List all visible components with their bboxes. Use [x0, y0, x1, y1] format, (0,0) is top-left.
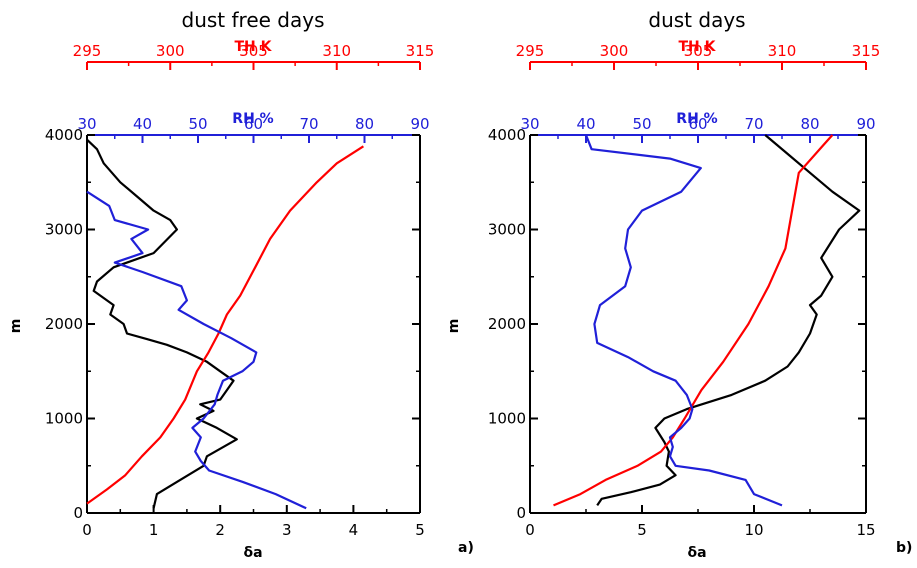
tick-label-bottom-0: 0 [525, 521, 535, 539]
y-axis-label: m [446, 319, 462, 334]
tick-label-y-4000: 4000 [45, 126, 83, 144]
top-rh-axis-label: RH % [232, 111, 273, 127]
y-axis-label: m [8, 319, 24, 334]
tick-label-top-rh-30: 30 [520, 115, 539, 133]
tick-label-bottom-10: 10 [744, 521, 763, 539]
tick-label-top-th-310: 310 [768, 42, 797, 60]
tick-label-top-th-300: 300 [156, 42, 185, 60]
tick-label-y-1000: 1000 [488, 410, 526, 428]
tick-label-top-rh-70: 70 [299, 115, 318, 133]
panel-title: dust days [648, 8, 745, 32]
tick-label-y-4000: 4000 [488, 126, 526, 144]
tick-label-top-th-295: 295 [73, 42, 102, 60]
tick-label-bottom-1: 1 [149, 521, 159, 539]
tick-label-bottom-4: 4 [349, 521, 359, 539]
tick-label-y-0: 0 [516, 504, 526, 522]
tick-label-top-rh-30: 30 [77, 115, 96, 133]
tick-label-y-2000: 2000 [45, 315, 83, 333]
tick-label-top-th-305: 305 [239, 42, 268, 60]
series-line-bottom [86, 138, 238, 509]
tick-label-top-th-315: 315 [406, 42, 435, 60]
panel-label: a) [458, 540, 474, 556]
tick-label-y-3000: 3000 [488, 221, 526, 239]
tick-label-top-rh-90: 90 [410, 115, 429, 133]
tick-label-y-1000: 1000 [45, 410, 83, 428]
top-th-axis-label: TH K [235, 39, 273, 55]
panel-label: b) [896, 540, 912, 556]
tick-label-bottom-3: 3 [282, 521, 292, 539]
tick-label-bottom-2: 2 [215, 521, 225, 539]
series-line-top-th [86, 145, 364, 505]
tick-label-top-rh-80: 80 [355, 115, 374, 133]
tick-label-top-rh-50: 50 [188, 115, 207, 133]
bottom-axis-label: δa [687, 545, 706, 561]
tick-label-bottom-0: 0 [82, 521, 92, 539]
tick-label-y-0: 0 [73, 504, 83, 522]
tick-label-top-th-300: 300 [600, 42, 629, 60]
tick-label-top-th-295: 295 [516, 42, 545, 60]
tick-label-top-rh-80: 80 [800, 115, 819, 133]
tick-label-top-rh-40: 40 [576, 115, 595, 133]
tick-label-top-th-305: 305 [684, 42, 713, 60]
tick-label-top-rh-60: 60 [688, 115, 707, 133]
series-line-bottom [596, 134, 861, 507]
tick-label-top-th-310: 310 [322, 42, 351, 60]
series-line-top-rh [584, 134, 783, 507]
tick-label-y-3000: 3000 [45, 221, 83, 239]
tick-label-y-2000: 2000 [488, 315, 526, 333]
tick-label-bottom-5: 5 [637, 521, 647, 539]
series-line-top-th [553, 134, 834, 507]
tick-label-bottom-5: 5 [415, 521, 425, 539]
panel-dust-days: dust days TH K RH % m δa b) 295 300 305 310… [446, 8, 912, 561]
tick-label-top-rh-50: 50 [632, 115, 651, 133]
top-th-axis-label: TH K [679, 39, 717, 55]
tick-label-top-rh-60: 60 [244, 115, 263, 133]
panel-dust-free-days: dust free days TH K RH % m δa a) 295 300 3… [8, 8, 474, 561]
tick-label-top-rh-90: 90 [856, 115, 875, 133]
panel-title: dust free days [182, 8, 325, 32]
tick-label-top-rh-70: 70 [744, 115, 763, 133]
bottom-axis-label: δa [243, 545, 262, 561]
tick-label-top-th-315: 315 [852, 42, 881, 60]
tick-label-bottom-15: 15 [856, 521, 875, 539]
top-rh-axis-label: RH % [676, 111, 717, 127]
series-line-top-rh [86, 190, 307, 510]
tick-label-top-rh-40: 40 [133, 115, 152, 133]
